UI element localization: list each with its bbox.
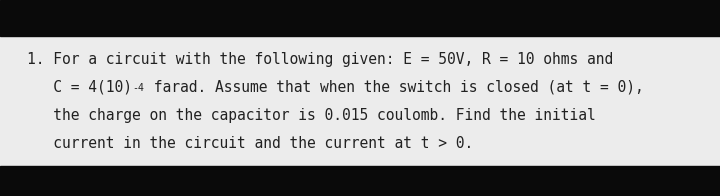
Bar — [0, 0, 720, 36]
Text: farad. Assume that when the switch is closed (at t = 0),: farad. Assume that when the switch is cl… — [145, 80, 644, 95]
Text: the charge on the capacitor is 0.015 coulomb. Find the initial: the charge on the capacitor is 0.015 cou… — [27, 108, 596, 123]
Bar — [0, 166, 720, 196]
Text: current in the circuit and the current at t > 0.: current in the circuit and the current a… — [27, 136, 474, 151]
Text: 1. For a circuit with the following given: E = 50V, R = 10 ohms and: 1. For a circuit with the following give… — [27, 52, 613, 67]
Text: C = 4(10): C = 4(10) — [27, 80, 132, 95]
Text: -4: -4 — [132, 83, 145, 93]
